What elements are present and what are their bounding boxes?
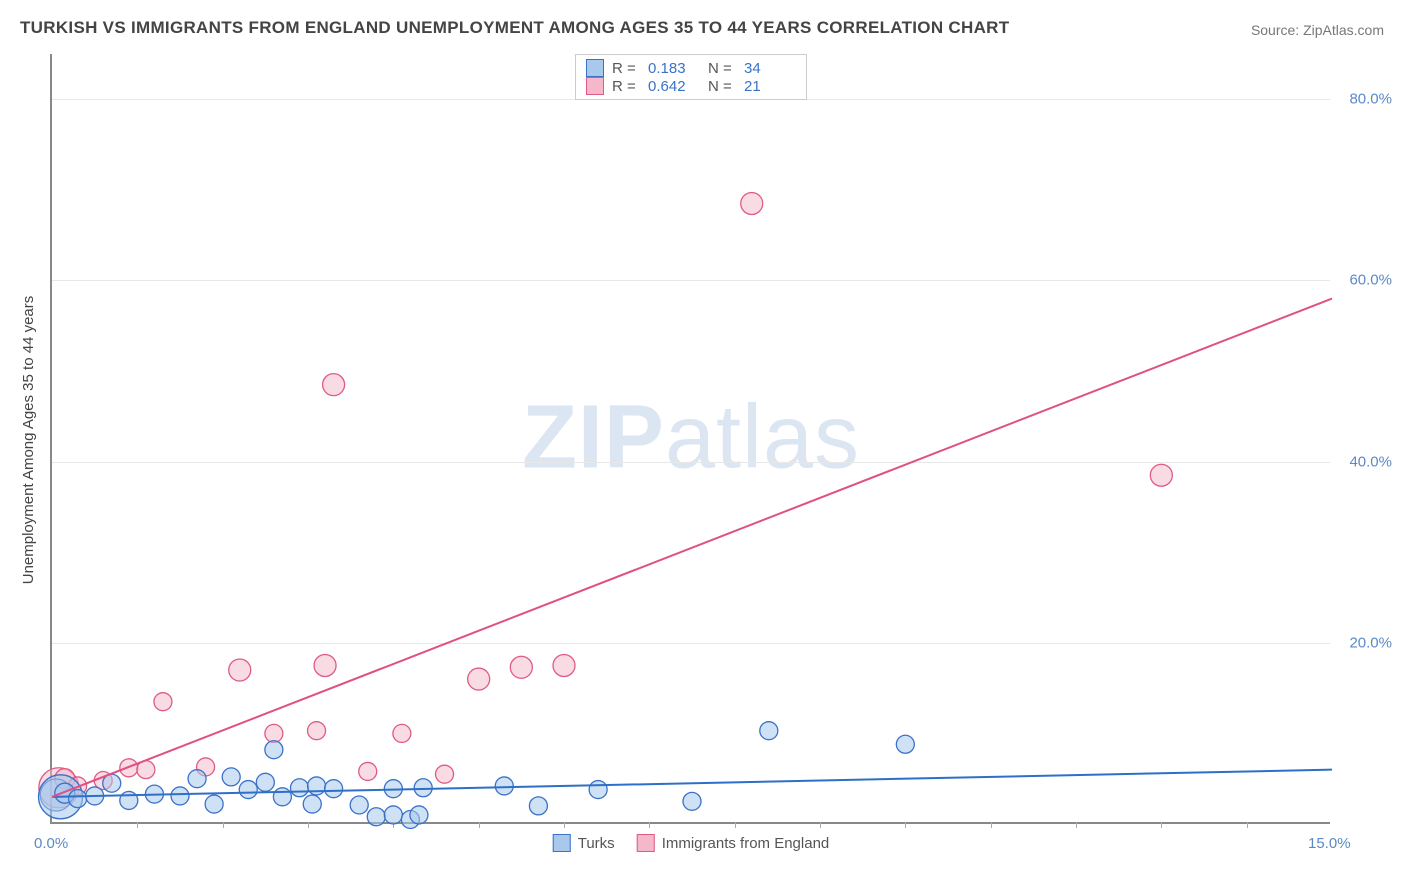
x-tick-label: 15.0% <box>1308 835 1351 852</box>
data-point-england <box>308 722 326 740</box>
data-point-turks <box>896 735 914 753</box>
data-point-turks <box>683 792 701 810</box>
data-point-england <box>229 659 251 681</box>
series-label-england: Immigrants from England <box>662 835 830 852</box>
y-axis-title: Unemployment Among Ages 35 to 44 years <box>20 296 37 585</box>
data-point-turks <box>414 779 432 797</box>
trend-line-england <box>52 299 1332 797</box>
y-tick-label: 60.0% <box>1349 272 1392 289</box>
data-point-turks <box>239 781 257 799</box>
data-point-turks <box>384 806 402 824</box>
data-point-england <box>265 724 283 742</box>
data-point-turks <box>171 787 189 805</box>
data-point-turks <box>290 779 308 797</box>
chart-title: TURKISH VS IMMIGRANTS FROM ENGLAND UNEMP… <box>20 18 1009 38</box>
n-value-turks: 34 <box>744 60 796 77</box>
data-point-turks <box>367 808 385 826</box>
chart-svg <box>52 54 1330 822</box>
x-minor-tick <box>735 822 736 828</box>
x-minor-tick <box>137 822 138 828</box>
swatch-turks <box>586 59 604 77</box>
data-point-england <box>468 668 490 690</box>
legend-item-england: Immigrants from England <box>637 834 830 852</box>
x-minor-tick <box>991 822 992 828</box>
data-point-england <box>154 693 172 711</box>
y-tick-label: 40.0% <box>1349 453 1392 470</box>
swatch-england <box>637 834 655 852</box>
r-label: R = <box>612 60 640 77</box>
x-minor-tick <box>905 822 906 828</box>
data-point-england <box>741 192 763 214</box>
source-attribution: Source: ZipAtlas.com <box>1251 22 1384 38</box>
data-point-england <box>510 656 532 678</box>
data-point-turks <box>760 722 778 740</box>
data-point-england <box>393 724 411 742</box>
x-tick-label: 0.0% <box>34 835 68 852</box>
data-point-turks <box>69 790 87 808</box>
data-point-turks <box>410 806 428 824</box>
data-point-turks <box>188 770 206 788</box>
swatch-england <box>586 77 604 95</box>
y-tick-label: 20.0% <box>1349 634 1392 651</box>
n-label: N = <box>708 78 736 95</box>
data-point-england <box>359 762 377 780</box>
x-minor-tick <box>649 822 650 828</box>
x-minor-tick <box>564 822 565 828</box>
data-point-turks <box>529 797 547 815</box>
data-point-turks <box>205 795 223 813</box>
data-point-england <box>1150 464 1172 486</box>
data-point-england <box>323 374 345 396</box>
data-point-turks <box>495 777 513 795</box>
r-value-turks: 0.183 <box>648 60 700 77</box>
data-point-turks <box>265 741 283 759</box>
x-minor-tick <box>1076 822 1077 828</box>
r-label: R = <box>612 78 640 95</box>
legend-row-turks: R = 0.183 N = 34 <box>586 59 796 77</box>
r-value-england: 0.642 <box>648 78 700 95</box>
data-point-england <box>553 654 575 676</box>
y-tick-label: 80.0% <box>1349 91 1392 108</box>
x-minor-tick <box>223 822 224 828</box>
legend-series: Turks Immigrants from England <box>553 834 830 852</box>
series-label-turks: Turks <box>578 835 615 852</box>
data-point-turks <box>589 781 607 799</box>
x-minor-tick <box>1247 822 1248 828</box>
data-point-turks <box>273 788 291 806</box>
n-value-england: 21 <box>744 78 796 95</box>
legend-item-turks: Turks <box>553 834 615 852</box>
data-point-turks <box>303 795 321 813</box>
x-minor-tick <box>479 822 480 828</box>
data-point-turks <box>256 773 274 791</box>
swatch-turks <box>553 834 571 852</box>
x-minor-tick <box>308 822 309 828</box>
data-point-england <box>314 654 336 676</box>
x-minor-tick <box>1161 822 1162 828</box>
n-label: N = <box>708 60 736 77</box>
data-point-turks <box>222 768 240 786</box>
x-minor-tick <box>820 822 821 828</box>
legend-correlation: R = 0.183 N = 34 R = 0.642 N = 21 <box>575 54 807 100</box>
legend-row-england: R = 0.642 N = 21 <box>586 77 796 95</box>
data-point-england <box>436 765 454 783</box>
data-point-turks <box>325 780 343 798</box>
plot-area: ZIPatlas 20.0%40.0%60.0%80.0% 0.0%15.0% … <box>50 54 1330 824</box>
data-point-turks <box>350 796 368 814</box>
